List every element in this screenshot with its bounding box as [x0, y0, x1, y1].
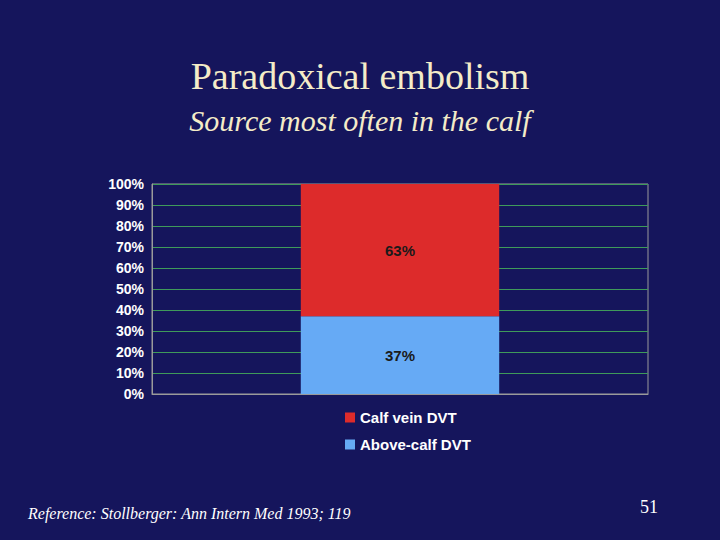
- svg-text:100%: 100%: [108, 176, 144, 192]
- svg-text:80%: 80%: [116, 218, 145, 234]
- svg-text:51: 51: [640, 497, 658, 517]
- svg-text:63%: 63%: [385, 242, 415, 259]
- svg-text:37%: 37%: [385, 347, 415, 364]
- svg-text:10%: 10%: [116, 365, 145, 381]
- svg-text:20%: 20%: [116, 344, 145, 360]
- svg-text:Above-calf DVT: Above-calf DVT: [360, 436, 471, 453]
- svg-text:Paradoxical embolism: Paradoxical embolism: [191, 55, 530, 97]
- svg-text:50%: 50%: [116, 281, 145, 297]
- svg-text:Calf vein DVT: Calf vein DVT: [360, 409, 457, 426]
- svg-text:60%: 60%: [116, 260, 145, 276]
- svg-text:Source most often in the calf: Source most often in the calf: [189, 104, 534, 137]
- svg-text:Reference: Stollberger: Ann In: Reference: Stollberger: Ann Intern Med 1…: [27, 505, 351, 523]
- svg-text:40%: 40%: [116, 302, 145, 318]
- svg-text:70%: 70%: [116, 239, 145, 255]
- svg-text:30%: 30%: [116, 323, 145, 339]
- svg-text:90%: 90%: [116, 197, 145, 213]
- svg-text:0%: 0%: [124, 386, 145, 402]
